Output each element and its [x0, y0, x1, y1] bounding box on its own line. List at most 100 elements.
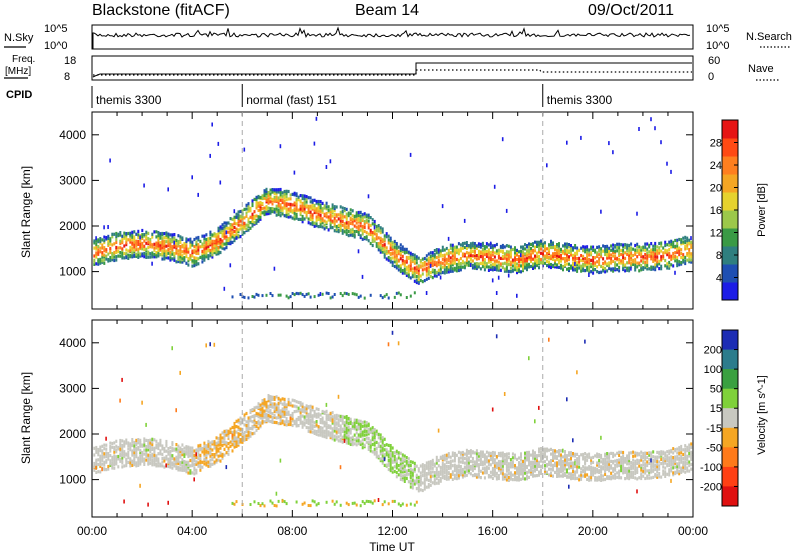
power-cell	[307, 221, 310, 225]
power-cell	[622, 245, 625, 249]
power-cell	[219, 230, 222, 235]
velocity-noise-cell	[209, 342, 211, 347]
power-cell	[379, 241, 382, 245]
power-cell	[516, 262, 518, 266]
power-cell	[417, 280, 420, 284]
velocity-cell	[403, 473, 406, 477]
velocity-cell	[594, 454, 597, 458]
velocity-cell	[493, 474, 496, 478]
velocity-cell	[540, 468, 542, 472]
velocity-cell	[237, 439, 240, 443]
power-lowrange-cell	[327, 292, 330, 295]
power-cell	[369, 216, 372, 220]
velocity-cell	[391, 451, 394, 455]
power-cell	[315, 222, 318, 226]
velocity-cell	[239, 440, 242, 444]
power-cell	[467, 260, 470, 264]
power-cell	[405, 265, 408, 269]
power-cell	[221, 244, 224, 248]
power-cell	[684, 239, 687, 243]
velocity-cell	[113, 459, 116, 463]
power-cell	[592, 256, 595, 260]
power-cell	[375, 224, 378, 229]
power-cell	[235, 227, 238, 231]
velocity-cell	[135, 461, 138, 465]
velocity-cell	[155, 454, 158, 458]
power-cell	[355, 229, 358, 233]
velocity-cell	[455, 471, 458, 475]
power-cell	[401, 245, 404, 249]
power-cell	[197, 243, 200, 247]
power-cell	[686, 258, 689, 262]
velocity-cell	[453, 466, 456, 470]
velocity-cell	[269, 395, 272, 399]
velocity-cell	[243, 437, 246, 441]
velocity-cell	[173, 459, 176, 463]
power-cell	[183, 251, 186, 255]
power-cell	[383, 252, 386, 256]
velocity-cell	[121, 439, 124, 443]
power-cell	[542, 244, 544, 248]
velocity-cell	[143, 440, 146, 444]
power-cell	[622, 258, 625, 262]
velocity-cell	[135, 451, 138, 455]
power-cell	[375, 244, 378, 248]
power-cell	[367, 239, 370, 243]
velocity-cell	[469, 459, 472, 464]
velocity-cell	[544, 451, 546, 456]
power-cell	[644, 252, 647, 257]
velocity-cell	[263, 409, 266, 413]
power-lowrange-cell	[341, 294, 344, 298]
velocity-lowrange-cell	[373, 499, 376, 503]
power-cell	[109, 258, 112, 263]
velocity-cell	[628, 454, 631, 458]
power-cell	[652, 244, 655, 248]
velocity-cell	[173, 464, 176, 468]
velocity-lowrange-cell	[283, 500, 286, 504]
power-cell	[373, 239, 376, 243]
velocity-cell	[255, 413, 258, 418]
velocity-cell	[576, 465, 579, 469]
power-lowrange-cell	[333, 293, 336, 296]
power-cell	[509, 262, 512, 267]
velocity-cell	[99, 470, 102, 474]
velocity-cell	[558, 449, 560, 453]
velocity-cell	[451, 477, 454, 481]
power-cell	[564, 248, 566, 252]
power-cell	[161, 231, 164, 236]
power-cell	[487, 260, 490, 264]
velocity-cell	[279, 412, 282, 416]
power-cell	[163, 244, 166, 248]
velocity-cell	[604, 452, 607, 456]
velocity-cell	[359, 423, 362, 427]
velocity-cell	[622, 464, 625, 468]
velocity-cell	[433, 482, 436, 486]
velocity-cell	[221, 443, 224, 448]
velocity-cell	[153, 458, 156, 463]
velocity-cell	[305, 409, 308, 413]
velocity-cell	[167, 457, 170, 461]
power-cell	[572, 264, 574, 268]
velocity-cell	[393, 454, 396, 458]
velocity-cell	[297, 424, 300, 428]
power-cell	[161, 257, 164, 261]
power-cell	[676, 249, 679, 253]
velocity-cell	[207, 464, 210, 468]
velocity-cell	[243, 418, 246, 422]
power-cell	[95, 238, 98, 242]
power-cell	[399, 257, 402, 261]
power-noise-cell	[273, 266, 276, 271]
velocity-cell	[387, 461, 390, 465]
velocity-cell	[437, 464, 440, 468]
velocity-cell	[572, 454, 574, 458]
velocity-cell	[187, 467, 190, 471]
power-cell	[650, 267, 653, 271]
power-cell	[207, 239, 210, 243]
power-cell	[285, 202, 288, 206]
velocity-cell	[441, 464, 444, 468]
power-cell	[153, 255, 156, 259]
power-cell	[99, 237, 102, 241]
velocity-cell	[239, 420, 242, 424]
power-cell	[680, 238, 683, 242]
